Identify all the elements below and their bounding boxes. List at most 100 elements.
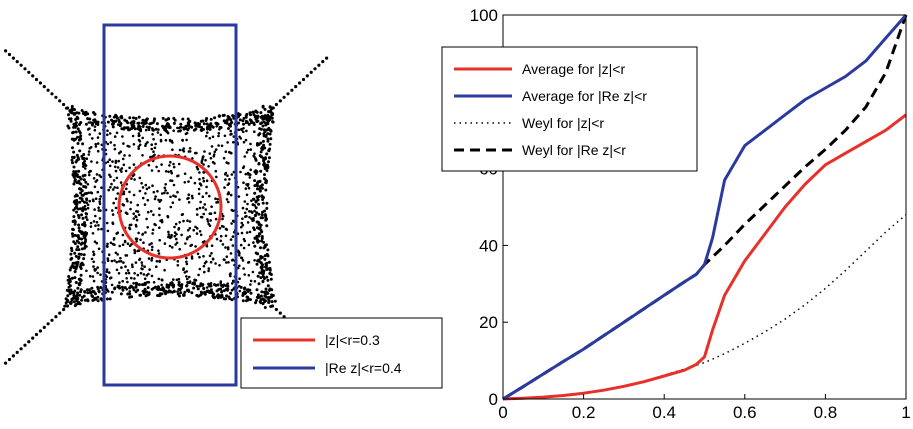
scatter-point: [205, 244, 209, 248]
scatter-point: [82, 153, 86, 156]
x-tick-label: 0.6: [733, 403, 757, 422]
scatter-point: [94, 180, 98, 183]
scatter-point: [133, 251, 137, 255]
scatter-point: [93, 125, 97, 128]
scatter-point: [257, 282, 261, 286]
scatter-point: [85, 245, 88, 248]
scatter-point: [178, 148, 182, 152]
scatter-point: [265, 264, 268, 268]
scatter-point: [269, 137, 273, 141]
scatter-point: [248, 288, 252, 292]
scatter-point: [202, 176, 205, 180]
ray-point: [11, 56, 15, 60]
scatter-point: [263, 107, 267, 111]
scatter-point: [254, 169, 258, 173]
scatter-point: [200, 129, 203, 133]
scatter-point: [192, 228, 195, 232]
scatter-point: [95, 161, 99, 164]
scatter-point: [76, 286, 80, 290]
scatter-point: [122, 163, 126, 167]
scatter-point: [144, 283, 147, 286]
scatter-point: [213, 116, 217, 120]
scatter-point: [264, 188, 268, 192]
scatter-point: [75, 210, 78, 214]
scatter-point: [215, 125, 218, 128]
left-legend-label-circle: |z|<r=0.3: [325, 332, 380, 348]
ray-point: [267, 110, 271, 114]
scatter-point: [196, 227, 199, 230]
scatter-point: [82, 178, 86, 182]
scatter-point: [246, 295, 250, 299]
scatter-point: [245, 288, 249, 292]
scatter-point: [189, 125, 193, 128]
scatter-point: [83, 298, 87, 302]
scatter-point: [96, 190, 100, 194]
scatter-point: [152, 150, 155, 153]
scatter-point: [255, 195, 259, 199]
ray-point: [69, 300, 73, 304]
scatter-point: [121, 233, 125, 237]
scatter-point: [220, 144, 224, 148]
scatter-point: [248, 176, 252, 179]
scatter-point: [173, 290, 176, 293]
scatter-point: [245, 207, 249, 211]
ray-point: [46, 88, 50, 92]
scatter-point: [201, 206, 205, 209]
scatter-point: [208, 194, 211, 198]
scatter-point: [169, 179, 172, 182]
scatter-point: [111, 213, 115, 216]
scatter-point: [179, 122, 183, 126]
scatter-point: [185, 138, 188, 142]
scatter-point: [96, 299, 100, 303]
scatter-point: [84, 180, 88, 184]
scatter-point: [113, 259, 116, 262]
scatter-point: [69, 119, 73, 123]
scatter-point: [208, 152, 212, 155]
scatter-point: [133, 248, 136, 252]
scatter-point: [268, 118, 272, 122]
scatter-point: [184, 127, 188, 131]
scatter-point: [243, 273, 246, 276]
scatter-point: [257, 234, 261, 238]
ray-point: [27, 340, 31, 344]
scatter-point: [143, 287, 147, 291]
scatter-point: [254, 251, 258, 255]
scatter-point: [71, 228, 75, 232]
scatter-point: [128, 290, 131, 293]
scatter-point: [188, 147, 192, 150]
scatter-point: [118, 151, 121, 155]
scatter-point: [244, 115, 248, 119]
scatter-point: [84, 185, 88, 189]
scatter-point: [268, 268, 272, 272]
y-tick-label: 0: [489, 390, 498, 409]
scatter-point: [81, 157, 85, 161]
scatter-point: [67, 289, 71, 292]
scatter-point: [140, 261, 144, 264]
scatter-point: [244, 121, 248, 125]
scatter-point: [209, 124, 213, 128]
scatter-point: [160, 220, 164, 224]
scatter-point: [131, 265, 134, 269]
scatter-point: [136, 249, 139, 253]
scatter-point: [255, 116, 259, 120]
scatter-point: [257, 232, 261, 236]
scatter-point: [70, 104, 74, 108]
scatter-point: [221, 243, 225, 246]
ray-point: [270, 106, 275, 110]
scatter-point: [250, 217, 253, 220]
scatter-point: [152, 213, 155, 217]
scatter-point: [92, 253, 96, 257]
scatter-point: [124, 271, 128, 275]
scatter-point: [253, 184, 257, 188]
scatter-point: [196, 167, 200, 171]
scatter-point: [255, 226, 259, 230]
scatter-point: [217, 134, 220, 138]
scatter-point: [117, 260, 121, 263]
scatter-point: [201, 119, 205, 123]
scatter-point: [166, 191, 169, 195]
scatter-point: [241, 223, 245, 227]
scatter-point: [74, 130, 78, 134]
scatter-point: [123, 118, 127, 122]
scatter-point: [111, 160, 114, 163]
y-tick-label: 40: [479, 236, 498, 255]
